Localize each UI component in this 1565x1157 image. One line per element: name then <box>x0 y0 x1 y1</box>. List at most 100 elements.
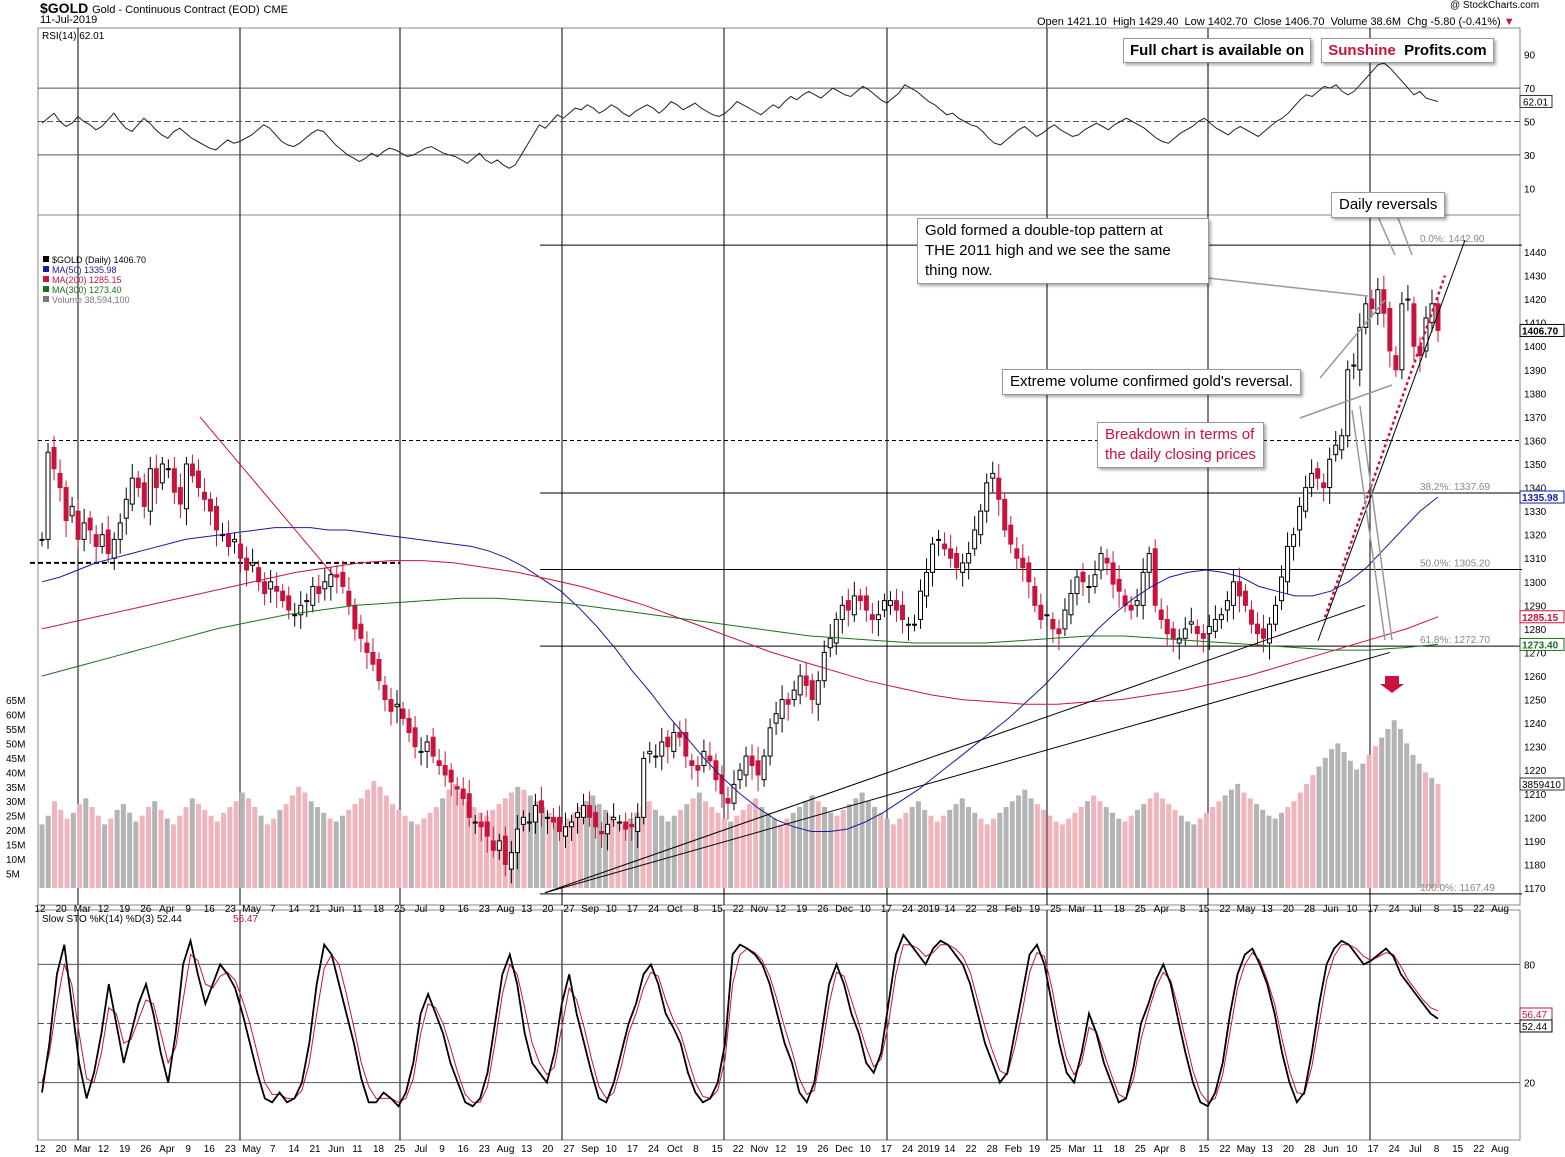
volume-bar <box>358 798 364 888</box>
volume-bar <box>377 786 383 888</box>
date-axis-label: 10 <box>860 904 872 915</box>
date-axis-label: 22 <box>965 904 977 915</box>
candle-body <box>466 793 472 818</box>
date-axis-label: 14 <box>288 904 300 915</box>
date-axis-label: 19 <box>119 1144 131 1155</box>
candle-body <box>779 699 785 719</box>
date-axis-label: 23 <box>225 904 237 915</box>
candle-body <box>707 755 713 762</box>
volume-bar <box>759 807 765 888</box>
date-axis-label: Nov <box>751 904 769 915</box>
date-axis-label: 22 <box>733 904 745 915</box>
candle-body <box>238 543 244 559</box>
candle-body <box>232 538 238 543</box>
volume-bar <box>227 807 233 888</box>
price-tick-label: 1300 <box>1524 578 1547 589</box>
candle-body <box>647 750 653 755</box>
volume-bar <box>302 792 308 888</box>
volume-bar <box>402 815 408 888</box>
candle-body <box>653 755 659 758</box>
candle-body <box>111 538 117 559</box>
volume-scale-label: 15M <box>6 841 25 852</box>
volume-bar <box>534 801 540 888</box>
candle-body <box>881 600 887 611</box>
volume-bar <box>77 804 83 888</box>
volume-bar <box>840 809 846 888</box>
volume-bar <box>1253 804 1259 888</box>
date-axis-label: 26 <box>140 1144 152 1155</box>
date-axis-label: 15 <box>712 904 724 915</box>
price-tick-label: 1390 <box>1524 366 1547 377</box>
volume-bar <box>58 809 64 888</box>
volume-bar <box>1222 795 1228 888</box>
price-tick-label: 1190 <box>1524 837 1546 848</box>
volume-bar <box>728 821 734 888</box>
price-badge: 1406.70 <box>1522 326 1559 337</box>
volume-bar <box>1034 804 1040 888</box>
volume-scale-label: 50M <box>6 739 25 750</box>
extreme-volume-annotation: Extreme volume confirmed gold's reversal… <box>1002 369 1301 395</box>
candle-body <box>1194 626 1200 635</box>
candle-body <box>1291 534 1297 547</box>
volume-scale-label: 40M <box>6 768 25 779</box>
volume-bar <box>915 801 921 888</box>
volume-scale-label: 10M <box>6 855 25 866</box>
candle-body <box>773 713 779 724</box>
rsi-tick-label: 70 <box>1524 84 1536 95</box>
volume-bar <box>1322 757 1328 888</box>
candle-body <box>1429 303 1435 324</box>
price-tick-label: 1290 <box>1524 601 1547 612</box>
volume-bar <box>452 783 458 888</box>
volume-bar <box>602 809 608 888</box>
price-tick-label: 1420 <box>1524 295 1547 306</box>
volume-bar <box>565 818 571 888</box>
volume-bar <box>296 786 302 888</box>
candle-body <box>328 574 334 587</box>
volume-bar <box>721 818 727 888</box>
date-axis-label: 13 <box>1262 1144 1274 1155</box>
volume-bar <box>1128 815 1134 888</box>
price-badge: 1285.15 <box>1522 613 1559 624</box>
candle-body <box>1104 557 1110 564</box>
legend-swatch <box>43 256 49 262</box>
volume-scale-label: 45M <box>6 754 25 765</box>
candle-body <box>189 463 195 477</box>
volume-bar <box>383 795 389 888</box>
sto-k-line <box>41 933 1439 1108</box>
volume-bar <box>164 818 170 888</box>
date-axis-label: Jun <box>328 904 344 915</box>
candle-body <box>1086 585 1092 588</box>
candle-body <box>69 505 75 517</box>
volume-bar <box>89 807 95 888</box>
rsi-tick-label: 50 <box>1524 118 1536 129</box>
date-axis-label: 9 <box>439 1144 445 1155</box>
legend-label: Volume 38,594,100 <box>52 295 130 305</box>
date-axis-label: Aug <box>497 1144 515 1155</box>
candle-body <box>918 590 924 620</box>
date-axis-label: 12 <box>98 904 110 915</box>
candle-body <box>1345 369 1351 437</box>
candle-body <box>123 498 129 519</box>
volume-bar <box>114 809 120 888</box>
volume-bar <box>1135 809 1141 888</box>
candle-body <box>1363 303 1369 328</box>
volume-bar <box>965 807 971 888</box>
volume-bar <box>277 809 283 888</box>
volume-bar <box>934 821 940 888</box>
candle-body <box>1044 614 1050 617</box>
date-axis-label: 8 <box>693 1144 699 1155</box>
candle-body <box>1273 604 1279 625</box>
sto-legend: Slow STO %K(14) %D(3) 52.44 <box>42 914 182 925</box>
date-axis-label: Jun <box>1323 904 1339 915</box>
brand-logo[interactable]: Sunshine Profits.com <box>1321 38 1494 63</box>
price-badge: 1273.40 <box>1522 640 1559 651</box>
candle-body <box>1146 553 1152 573</box>
volume-bar <box>352 804 358 888</box>
volume-bar <box>1285 807 1291 888</box>
candle-body <box>1321 482 1327 489</box>
volume-bar <box>170 824 176 888</box>
volume-bar <box>333 821 339 888</box>
volume-bar <box>822 807 828 888</box>
sto-badge: 56.47 <box>1522 1010 1547 1021</box>
date-axis-label: May <box>1237 904 1256 915</box>
